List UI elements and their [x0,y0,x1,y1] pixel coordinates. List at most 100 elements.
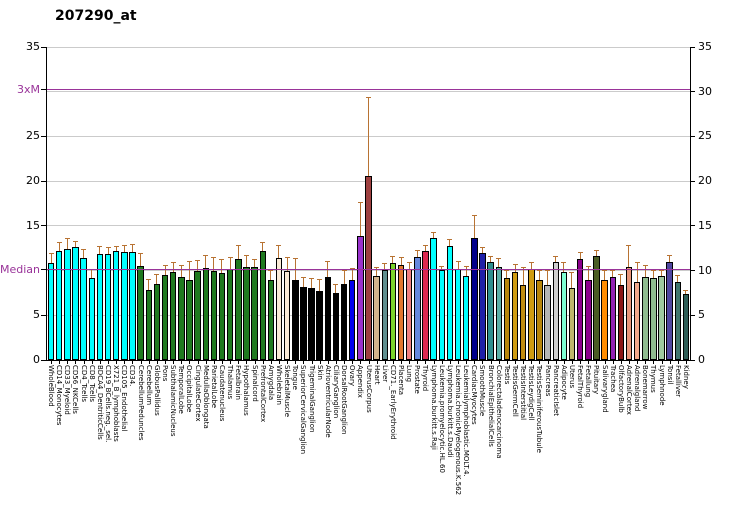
error-bar-cap [292,257,298,259]
error-bar [188,261,190,281]
bar [64,249,71,360]
error-bar-cap [81,249,87,251]
x-axis-label: Adipocyte [559,365,568,400]
bar [218,273,226,360]
error-bar-cap [276,244,282,246]
error-bar-cap [650,270,656,272]
chart-title: 207290_at [55,8,137,24]
error-bar [140,253,142,267]
x-axis-label: Hypothalamus [242,365,251,416]
error-bar [327,261,329,277]
bar [503,277,511,360]
error-bar [661,270,662,276]
error-bar [66,239,68,250]
y-axis-tick [41,180,46,182]
bar [56,250,63,360]
x-axis-label: GlobusPallidus [152,365,161,416]
bar [357,235,364,360]
x-axis-tick [91,361,93,364]
error-bar [514,265,516,273]
x-axis-tick [653,361,655,364]
x-axis-tick [563,361,565,364]
y-axis-label-left: 35 [26,40,40,53]
bar [251,267,258,360]
error-bar [123,246,125,252]
x-axis-tick [238,361,240,364]
y-axis-tick [690,225,695,227]
bar [422,250,429,360]
x-axis-label: Cerebellum [144,365,153,406]
error-bar [384,264,386,270]
x-axis-label: Liver [380,365,389,383]
bar [625,267,633,360]
x-axis-tick [295,361,297,364]
y-axis-label-right: 10 [698,263,712,277]
error-bar-cap [89,268,95,270]
x-axis-label: Kidney [681,365,690,389]
error-bar-cap [105,247,111,249]
bar [161,275,169,360]
error-bar [278,245,280,259]
error-bar [481,248,483,253]
error-bar-cap [675,274,681,276]
error-bar [490,257,492,262]
x-axis-tick [99,361,101,364]
x-axis-label: CD71._EarlyErythroid [388,365,397,440]
error-bar-cap [512,264,518,266]
bar [316,291,323,360]
y-axis-tick [41,225,46,227]
median-line [47,269,690,271]
x-axis-label: Heart [372,365,381,385]
error-bar-cap [349,267,355,269]
error-bar [563,263,565,273]
error-bar-cap [390,256,396,258]
error-bar-cap [211,257,217,259]
error-bar-cap [504,270,510,272]
y-axis-label-left: 3xM [17,82,40,96]
y-axis-tick [690,46,695,48]
error-bar-cap [186,260,192,262]
error-bar [58,242,60,251]
x-axis-tick [458,361,460,364]
y-axis-tick [690,314,695,316]
error-bar [538,270,540,281]
x-axis-tick [637,361,639,364]
x-axis-tick [165,361,167,364]
x-axis-tick [246,361,248,364]
x-axis-tick [352,361,354,364]
error-bar [579,252,581,259]
x-axis-tick [148,361,150,364]
bar [389,263,397,360]
bar [332,292,340,360]
error-bar [351,268,353,281]
error-bar-cap [178,265,184,267]
x-axis-label: TestisSeminiferousTubule [535,365,544,453]
x-axis-tick [588,361,590,364]
y-axis-tick [690,135,695,137]
x-axis-tick [661,361,663,364]
error-bar-cap [447,239,453,241]
bar [682,293,690,360]
x-axis-tick [303,361,305,364]
x-axis-tick [523,361,525,364]
error-bar-cap [129,243,135,245]
x-axis-tick [498,361,500,364]
bar [585,279,592,360]
x-axis-tick [417,361,419,364]
x-axis-label: Placenta [397,365,406,396]
x-axis-tick [254,361,256,364]
x-axis-label: OlfactoryBulb [616,365,625,413]
error-bar-cap [577,251,583,253]
x-axis-label: AdrenalCortex [624,365,633,415]
y-axis-label-right: 30 [698,84,712,98]
y-axis-label-right: 5 [698,308,705,322]
error-bar-cap [341,270,347,272]
error-bar [148,280,150,291]
x-axis-tick [124,361,126,364]
bar [438,269,446,360]
x-axis-tick [645,361,647,364]
bar [593,256,600,360]
error-bar-cap [528,261,534,263]
error-bar [457,261,459,269]
bar [129,251,136,360]
